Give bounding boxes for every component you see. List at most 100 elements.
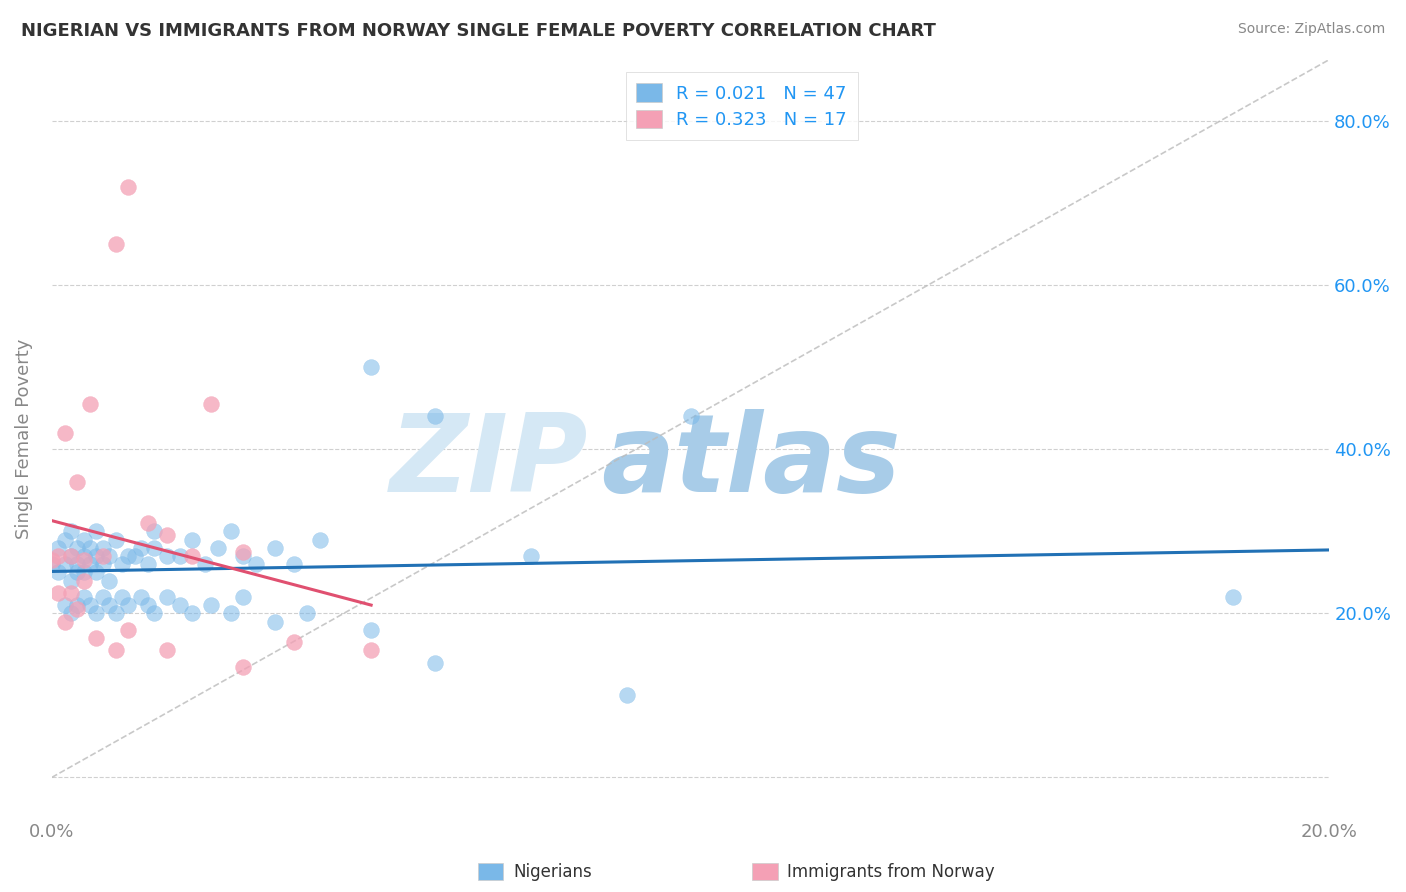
Point <box>136 598 159 612</box>
Point <box>86 631 108 645</box>
Point <box>136 557 159 571</box>
Point <box>169 598 191 612</box>
Point <box>200 598 222 612</box>
Point <box>136 516 159 530</box>
Point <box>73 549 96 563</box>
Point <box>264 541 287 555</box>
Point <box>53 615 76 629</box>
Point <box>156 643 179 657</box>
Point <box>129 590 152 604</box>
Point <box>66 566 89 580</box>
Point <box>520 549 543 563</box>
Point <box>79 557 101 571</box>
Point <box>53 533 76 547</box>
Point <box>124 549 146 563</box>
Point <box>181 607 204 621</box>
Point <box>91 590 114 604</box>
Point <box>79 598 101 612</box>
Point <box>79 541 101 555</box>
Point <box>111 557 134 571</box>
Point <box>616 689 638 703</box>
Point <box>104 607 127 621</box>
Point <box>59 524 82 539</box>
Point <box>207 541 229 555</box>
Point <box>79 397 101 411</box>
Point <box>423 409 446 424</box>
Point <box>73 566 96 580</box>
Point <box>219 607 242 621</box>
Point <box>59 586 82 600</box>
Point <box>679 409 702 424</box>
Text: Nigerians: Nigerians <box>513 863 592 881</box>
Text: Source: ZipAtlas.com: Source: ZipAtlas.com <box>1237 22 1385 37</box>
Point <box>200 397 222 411</box>
Point <box>104 643 127 657</box>
Text: Immigrants from Norway: Immigrants from Norway <box>787 863 995 881</box>
Point <box>142 524 165 539</box>
Point <box>86 607 108 621</box>
Point <box>46 586 69 600</box>
Point <box>98 598 121 612</box>
Point <box>59 574 82 588</box>
Point <box>117 598 139 612</box>
Point <box>117 549 139 563</box>
Point <box>142 541 165 555</box>
Point <box>53 598 76 612</box>
Point <box>104 237 127 252</box>
Point <box>142 607 165 621</box>
Point <box>194 557 217 571</box>
Point <box>86 524 108 539</box>
Point <box>53 557 76 571</box>
Point <box>66 602 89 616</box>
Point <box>53 425 76 440</box>
Text: NIGERIAN VS IMMIGRANTS FROM NORWAY SINGLE FEMALE POVERTY CORRELATION CHART: NIGERIAN VS IMMIGRANTS FROM NORWAY SINGL… <box>21 22 936 40</box>
Point <box>232 590 254 604</box>
Y-axis label: Single Female Poverty: Single Female Poverty <box>15 339 32 540</box>
Point <box>98 549 121 563</box>
Point <box>59 549 82 563</box>
Point <box>86 549 108 563</box>
Point <box>156 590 179 604</box>
Point <box>264 615 287 629</box>
Point <box>46 541 69 555</box>
Point <box>73 553 96 567</box>
Point <box>219 524 242 539</box>
Point <box>91 549 114 563</box>
Point <box>41 553 63 567</box>
Point <box>309 533 332 547</box>
Legend: R = 0.021   N = 47, R = 0.323   N = 17: R = 0.021 N = 47, R = 0.323 N = 17 <box>626 72 858 140</box>
Point <box>360 623 382 637</box>
Point <box>181 533 204 547</box>
Point <box>59 607 82 621</box>
Point <box>156 549 179 563</box>
Point <box>73 533 96 547</box>
Point <box>117 179 139 194</box>
Point <box>360 643 382 657</box>
Point <box>111 590 134 604</box>
Point <box>91 541 114 555</box>
Point <box>46 566 69 580</box>
Point <box>245 557 267 571</box>
Point <box>232 659 254 673</box>
Point <box>86 566 108 580</box>
Point <box>232 545 254 559</box>
Point <box>156 528 179 542</box>
Point <box>66 475 89 489</box>
Point <box>181 549 204 563</box>
Point <box>59 549 82 563</box>
Point <box>66 598 89 612</box>
Point <box>104 533 127 547</box>
Point <box>232 549 254 563</box>
Point <box>73 574 96 588</box>
Point <box>360 360 382 375</box>
Point <box>66 557 89 571</box>
Text: ZIP: ZIP <box>389 409 588 515</box>
Point <box>66 541 89 555</box>
Point <box>98 574 121 588</box>
Point <box>283 635 305 649</box>
Point <box>169 549 191 563</box>
Point <box>297 607 319 621</box>
Point <box>423 656 446 670</box>
Point <box>41 557 63 571</box>
Point <box>73 590 96 604</box>
